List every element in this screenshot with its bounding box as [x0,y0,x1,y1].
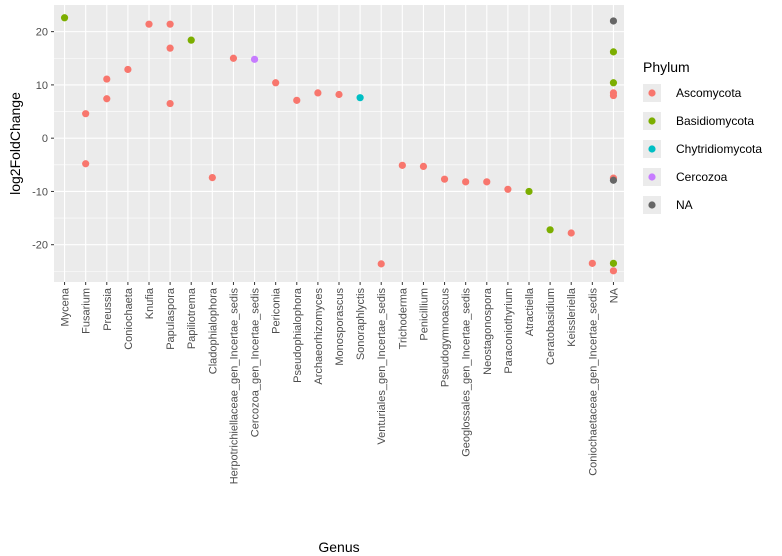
y-axis: -20 -10 0 10 20 [32,27,54,252]
data-point [609,259,618,267]
data-points [60,14,618,275]
data-point [166,44,174,52]
y-axis-title: log2FoldChange [7,92,23,195]
data-point [314,89,322,97]
x-tick-label: Knufia [144,287,156,319]
x-tick-label: Venturiales_gen_Incertae_sedis [376,288,388,445]
x-tick-label: Coniochaeta [123,287,135,350]
legend-label: NA [676,198,693,212]
legend: Phylum Ascomycota Basidiomycota Chytridiom… [641,53,771,223]
data-point [145,20,153,28]
data-point [609,267,618,275]
x-tick-label: Papiliotrema [186,287,198,349]
x-tick-label: Penicillium [418,288,430,341]
data-point [483,178,491,186]
data-point [356,94,364,102]
x-tick-label: Pseudogymnoascus [440,288,452,388]
data-point [398,161,406,169]
x-tick-label: Monosporascus [334,288,346,366]
legend-label: Basidiomycota [676,114,754,128]
data-point [609,91,618,100]
data-point [208,173,216,182]
x-tick-label: Trichoderma [397,287,409,349]
legend-title: Phylum [643,59,690,75]
x-tick-label: NA [608,287,620,303]
data-point [567,229,575,237]
legend-symbol [648,117,656,125]
x-tick-label: Neostagonospora [482,287,494,375]
data-point [103,95,111,103]
y-tick-label: 0 [42,133,48,145]
x-tick-label: Keissleriella [566,287,578,347]
y-tick-label: -10 [32,186,48,198]
x-tick-label: Mycena [60,287,72,326]
x-tick-label: Ceratobasidium [545,288,557,365]
data-point [187,36,195,44]
data-point [609,176,618,184]
data-point [250,55,259,63]
legend-background [641,53,771,223]
x-axis-title: Genus [318,539,359,555]
data-point [124,65,132,74]
y-tick-label: 20 [36,27,48,39]
legend-symbol [648,145,656,153]
x-tick-label: Atractiella [524,287,536,336]
legend-label: Ascomycota [676,86,742,100]
legend-symbol [648,89,656,97]
data-point [525,187,533,196]
data-point [609,17,618,25]
data-point [419,162,428,171]
x-tick-label: Geoglossales_gen_Incertae_sedis [461,287,473,456]
x-tick-label: Fusarium [81,288,93,334]
data-point [609,79,618,87]
data-point [103,75,111,83]
data-point [462,178,470,186]
x-tick-label: Coniochaetaceae_gen_Incertae_sedis [587,288,599,476]
x-tick-label: Preussia [102,287,114,331]
data-point [166,20,174,28]
data-point [546,226,554,234]
data-point [377,260,385,268]
data-point [335,90,343,99]
x-tick-label: Herpotrichiellaceae_gen_Incertae_sedis [228,288,240,485]
data-point [229,54,238,62]
y-tick-label: -20 [32,240,48,252]
x-axis: Mycena Fusarium Preussia Coniochaeta Knufia P… [60,282,620,485]
x-tick-label: Paraconiothyrium [503,288,515,374]
legend-symbol [648,201,656,209]
data-point [504,185,512,193]
x-tick-label: Cladophialophora [207,287,219,374]
x-tick-label: Cercozoa_gen_Incertae_sedis [250,288,262,438]
legend-label: Cercozoa [676,170,728,184]
data-point [440,175,449,183]
legend-symbol [648,173,656,181]
data-point [60,14,69,22]
data-point [82,160,90,168]
data-point [82,110,90,118]
data-point [609,48,618,56]
x-tick-label: Pseudophialophora [292,287,304,383]
x-tick-label: Sonoraphlyctis [355,288,367,361]
legend-label: Chytridiomycota [676,142,762,156]
x-tick-label: Periconia [271,287,283,334]
x-tick-label: Papulaspora [165,287,177,350]
data-point [166,99,174,108]
data-point [588,259,596,267]
y-tick-label: 10 [36,80,48,92]
data-point [272,79,280,87]
x-tick-label: Archaeorhizomyces [313,288,325,385]
data-point [293,96,301,104]
